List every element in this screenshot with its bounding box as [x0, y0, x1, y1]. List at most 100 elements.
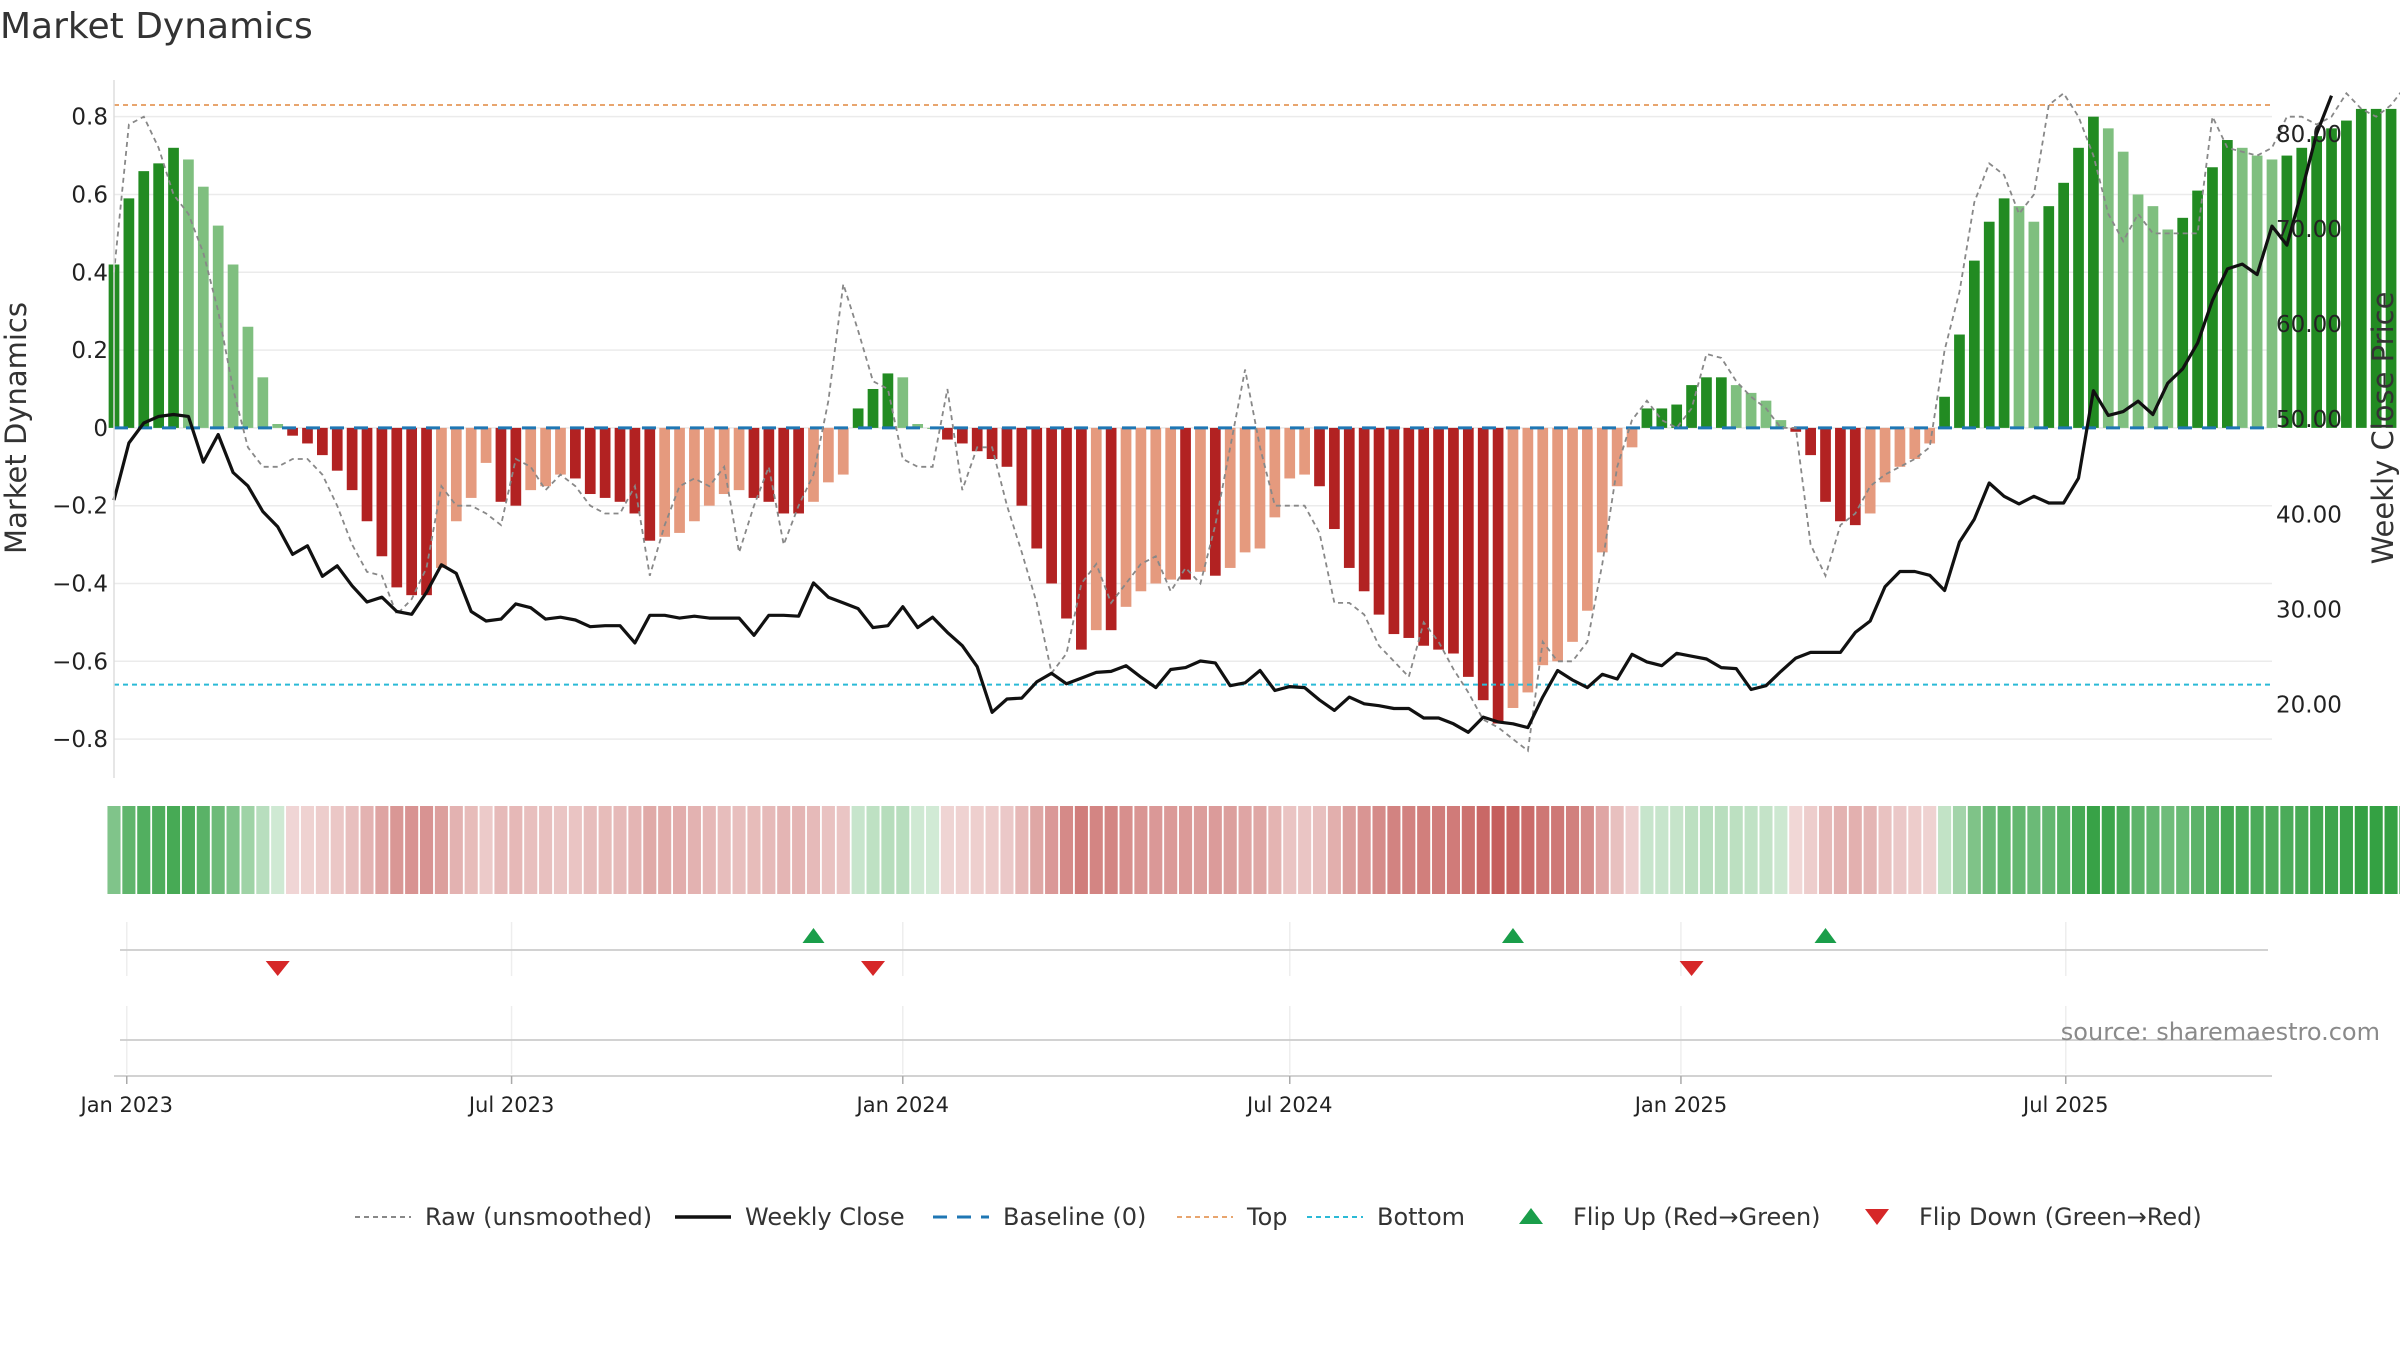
strip-cell: [2086, 806, 2100, 894]
strip-cell: [1446, 806, 1460, 894]
strip-cell: [1640, 806, 1654, 894]
dynamics-bar: [1835, 427, 1846, 522]
strip-cell: [1551, 806, 1565, 894]
dynamics-bar: [361, 427, 373, 522]
strip-cell: [672, 806, 687, 894]
dynamics-bar: [2177, 217, 2189, 428]
x-tick-label: Jul 2025: [2021, 1093, 2108, 1117]
strip-cell: [628, 806, 642, 894]
strip-cell: [1685, 806, 1699, 894]
strip-cell: [732, 806, 746, 894]
flip-markers-panel: [120, 922, 2268, 976]
strip-cell: [330, 806, 344, 894]
x-tick-label: Jul 2023: [467, 1093, 554, 1117]
strip-cell: [241, 806, 255, 894]
legend-label: Weekly Close: [745, 1203, 905, 1231]
dynamics-bar: [1284, 427, 1296, 479]
dynamics-bar: [2326, 128, 2337, 428]
left-tick-label: 0.8: [71, 105, 108, 131]
dynamics-bar: [1582, 427, 1593, 611]
dynamics-bar: [1150, 427, 1162, 584]
left-tick-label: 0.2: [71, 338, 108, 364]
dynamics-bar: [2266, 159, 2278, 428]
dynamics-bar: [2028, 221, 2040, 428]
dynamics-bar: [391, 427, 403, 588]
strip-cell: [196, 806, 210, 894]
dynamics-bar: [823, 427, 834, 483]
dynamics-bar: [2311, 136, 2323, 428]
flip-up-marker: [1814, 928, 1837, 943]
strip-cell: [1193, 806, 1207, 894]
strip-cell: [1461, 806, 1475, 894]
strip-cell: [1387, 806, 1401, 894]
strip-cell: [1893, 806, 1907, 894]
dynamics-bar: [748, 427, 760, 498]
dynamics-bar: [1135, 427, 1147, 592]
strip-cell: [1625, 806, 1639, 894]
strip-cell: [166, 806, 181, 894]
strip-cell: [1327, 806, 1341, 894]
strip-cell: [2057, 806, 2071, 894]
strip-cell: [1149, 806, 1163, 894]
strip-cell: [1610, 806, 1624, 894]
dynamics-bar: [1909, 427, 1921, 460]
legend-item: Raw (unsmoothed): [355, 1203, 652, 1231]
dynamics-bar: [2296, 147, 2308, 428]
dynamics-bar: [1671, 404, 1683, 428]
strip-cell: [1223, 806, 1237, 894]
dynamics-bar: [2102, 128, 2114, 428]
dynamics-bar: [2132, 194, 2144, 428]
strip-cell: [821, 806, 835, 894]
dynamics-bar: [1745, 392, 1757, 428]
strip-cell: [494, 806, 508, 894]
strip-cell: [926, 806, 940, 894]
dynamics-bar: [2073, 147, 2084, 428]
dynamics-bar: [1343, 427, 1355, 568]
strip-cell: [568, 806, 582, 894]
dynamics-bar: [1894, 427, 1906, 467]
left-tick-label: −0.2: [52, 494, 108, 520]
dynamics-bar: [227, 264, 239, 428]
dynamics-bar: [733, 427, 745, 491]
dynamics-bar: [1195, 427, 1206, 572]
dynamics-bar: [1567, 427, 1578, 642]
strip-cell: [1729, 806, 1743, 894]
dynamics-bar: [123, 198, 135, 428]
dynamics-bar: [302, 427, 313, 444]
dynamics-bar: [376, 427, 388, 557]
dynamics-bar: [2162, 229, 2174, 428]
strip-cell: [955, 806, 969, 894]
strip-cell: [256, 806, 270, 894]
left-tick-label: −0.8: [52, 727, 108, 753]
dynamics-bar: [183, 159, 194, 428]
raw-series-line: [113, 91, 2400, 753]
dynamics-bar: [2251, 155, 2263, 428]
strip-cell: [405, 806, 419, 894]
dynamics-bar: [242, 326, 254, 428]
right-tick-label: 30.00: [2276, 598, 2342, 624]
dynamics-bar: [436, 427, 447, 568]
strip-cell: [271, 806, 285, 894]
dynamics-bar: [197, 186, 209, 428]
dynamics-bar: [1983, 221, 1995, 428]
dynamics-bar: [614, 427, 626, 502]
left-tick-label: 0: [93, 416, 108, 442]
strip-cell: [1833, 806, 1847, 894]
dynamics-bar: [1239, 427, 1251, 553]
dynamics-bar: [837, 427, 849, 475]
strip-cell: [1104, 806, 1118, 894]
strip-cell: [211, 806, 225, 894]
dynamics-bar: [540, 427, 551, 487]
dynamics-bar: [1611, 427, 1623, 487]
dynamics-bar: [2013, 206, 2025, 428]
dynamics-bar: [778, 427, 790, 514]
dynamics-bar: [1596, 427, 1608, 553]
strip-cell: [1268, 806, 1282, 894]
strip-cell: [1565, 806, 1580, 894]
legend: Raw (unsmoothed) Weekly Close Baseline (0)…: [355, 1203, 2202, 1231]
flip-up-marker: [802, 928, 825, 943]
dynamics-bar: [1358, 427, 1370, 592]
strip-cell: [1357, 806, 1371, 894]
strip-cell: [2280, 806, 2294, 894]
strip-cell: [1521, 806, 1535, 894]
